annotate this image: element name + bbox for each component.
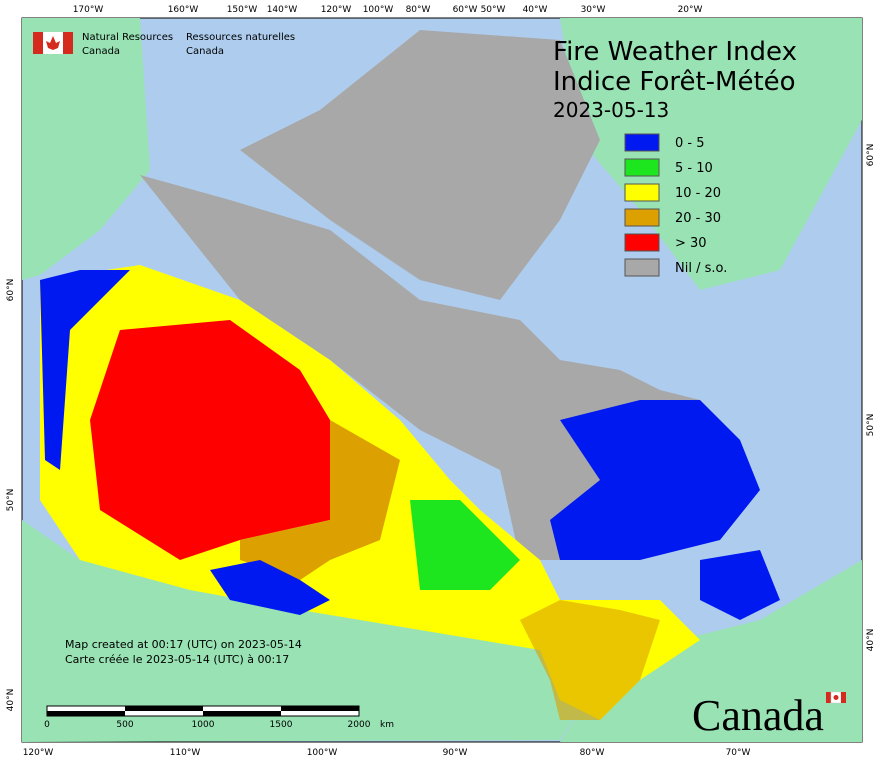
lon-label: 30°W: [581, 5, 606, 15]
lon-label: 170°W: [73, 5, 104, 15]
date: 2023-05-13: [553, 98, 669, 122]
lat-label: 50°N: [866, 414, 876, 437]
note: Map created at 00:17 (UTC) on 2023-05-14: [65, 638, 302, 651]
legend-swatch: [624, 158, 660, 177]
lat-label: 40°N: [866, 629, 876, 652]
legend-swatch: [624, 258, 660, 277]
lat-label: 50°N: [6, 489, 16, 512]
scale-unit: km: [380, 720, 394, 730]
agency-en: Canada: [82, 46, 120, 57]
legend-label: 0 - 5: [675, 136, 705, 151]
scale-label: 2000: [348, 720, 371, 730]
agency-fr: Ressources naturelles: [186, 32, 295, 43]
scale-label: 1500: [270, 720, 293, 730]
lon-label: 60°W: [453, 5, 478, 15]
scale-label: 500: [116, 720, 133, 730]
title: Indice Forêt-Météo: [553, 67, 796, 97]
lon-label: 120°W: [23, 748, 54, 758]
lon-label: 20°W: [678, 5, 703, 15]
lon-label: 140°W: [267, 5, 298, 15]
logo: [33, 32, 73, 54]
legend-label: 20 - 30: [675, 211, 721, 226]
agency-fr: Canada: [186, 46, 224, 57]
lon-label: 100°W: [307, 748, 338, 758]
lon-label: 40°W: [523, 5, 548, 15]
legend-swatch: [624, 233, 660, 252]
lon-label: 150°W: [227, 5, 258, 15]
lon-label: 50°W: [481, 5, 506, 15]
lon-label: 120°W: [321, 5, 352, 15]
lon-label: 70°W: [726, 748, 751, 758]
title: Fire Weather Index: [553, 37, 797, 67]
lon-label: 90°W: [443, 748, 468, 758]
lat-label: 60°N: [6, 279, 16, 302]
lon-label: 100°W: [363, 5, 394, 15]
legend-swatch: [624, 208, 660, 227]
legend-label: 5 - 10: [675, 161, 713, 176]
scale-label: 1000: [192, 720, 215, 730]
legend-label: > 30: [675, 236, 707, 251]
wordmark: Canada: [692, 691, 824, 740]
lon-label: 80°W: [580, 748, 605, 758]
scale-bar: [46, 705, 360, 717]
note: Carte créée le 2023-05-14 (UTC) à 00:17: [65, 653, 289, 666]
wordmark-flag: [826, 691, 846, 704]
lon-label: 160°W: [168, 5, 199, 15]
lat-label: 40°N: [6, 689, 16, 712]
agency-en: Natural Resources: [82, 32, 173, 43]
legend-label: Nil / s.o.: [675, 261, 727, 276]
lon-label: 110°W: [170, 748, 201, 758]
legend-swatch: [624, 183, 660, 202]
lon-label: 80°W: [406, 5, 431, 15]
scale-label: 0: [44, 720, 50, 730]
legend-swatch: [624, 133, 660, 152]
lat-label: 60°N: [866, 144, 876, 167]
legend-label: 10 - 20: [675, 186, 721, 201]
land: [22, 18, 862, 742]
